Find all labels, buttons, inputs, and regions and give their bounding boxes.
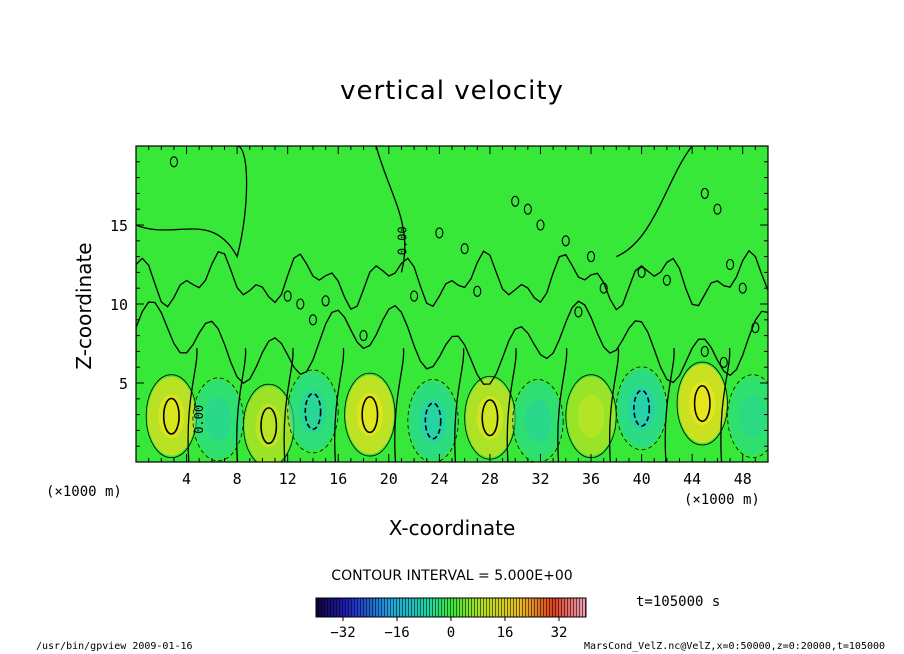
contour-blob-4 [511, 195, 520, 207]
x-tick-label: 48 [734, 470, 752, 488]
contour-blob-20 [359, 330, 368, 342]
contour-blob-17 [296, 298, 305, 310]
y-tick-label: 10 [110, 296, 128, 314]
x-tick-label: 24 [430, 470, 448, 488]
convection-cell-12 [727, 374, 768, 459]
contour-blob-7 [561, 235, 570, 247]
colorbar-tick-label: −32 [330, 625, 355, 641]
time-label: t=105000 s [636, 594, 721, 610]
y-axis-label: Z-coordinate [72, 242, 96, 370]
contour-blob-25 [719, 356, 728, 369]
convection-cell-10 [615, 348, 675, 462]
contour-blob-6 [536, 219, 545, 231]
y-tick-label: 5 [119, 375, 128, 393]
contour-blob-10 [637, 266, 646, 278]
convection-cell-7 [464, 348, 517, 462]
x-tick-label: 12 [279, 470, 297, 488]
colorbar-tick-label: 16 [497, 625, 514, 641]
contour-blob-2 [435, 227, 444, 239]
contour-blob-14 [726, 258, 735, 271]
contour-blob-16 [283, 290, 292, 302]
contour-label: 0.00 [192, 405, 206, 434]
x-unit-label: (×1000 m) [684, 492, 760, 508]
x-tick-label: 28 [481, 470, 499, 488]
contour-blob-15 [738, 282, 747, 294]
contour-blob-19 [321, 295, 330, 307]
convection-cell-6 [407, 348, 465, 462]
x-tick-label: 44 [683, 470, 701, 488]
contour-blob-11 [662, 274, 671, 286]
convection-cell-1 [145, 348, 198, 462]
contour-blob-3 [460, 243, 469, 255]
contour-blob-26 [751, 322, 760, 334]
colorbar-tick-label: 0 [447, 625, 455, 641]
contour-label: 0.00 [395, 226, 409, 255]
contour-blob-13 [713, 203, 722, 215]
contour-blob-12 [700, 187, 709, 199]
contour-blob-23 [574, 306, 583, 318]
footer-right: MarsCond_VelZ.nc@VelZ,x=0:50000,z=0:2000… [584, 641, 886, 652]
contour-blob-22 [473, 285, 482, 297]
colorbar-tick-label: 32 [551, 625, 568, 641]
contour-blob-8 [586, 251, 596, 263]
convection-cell-8 [512, 348, 568, 462]
x-tick-label: 40 [633, 470, 651, 488]
convection-cell-5 [344, 348, 405, 462]
contour-blob-24 [700, 345, 709, 357]
contour-blob-21 [410, 290, 419, 302]
contour-interval-label: CONTOUR INTERVAL = 5.000E+00 [331, 568, 573, 584]
zero-contours: 0.00 0.00 [136, 146, 768, 434]
contour-blob-18 [308, 314, 318, 326]
x-axis-label: X-coordinate [388, 516, 516, 540]
contour-blob-9 [599, 282, 608, 294]
x-tick-label: 32 [531, 470, 549, 488]
x-tick-label: 8 [233, 470, 242, 488]
contour-blob-1 [169, 156, 178, 168]
colorbar-tick-label: −16 [384, 625, 409, 641]
convection-cell-2 [192, 348, 247, 462]
x-tick-label: 36 [582, 470, 600, 488]
convection-cell-11 [676, 348, 731, 462]
y-unit-label: (×1000 m) [46, 484, 122, 500]
x-tick-label: 20 [380, 470, 398, 488]
footer-left: /usr/bin/gpview 2009-01-16 [36, 641, 193, 652]
x-tick-label: 16 [329, 470, 347, 488]
contour-blob-5 [523, 203, 532, 215]
y-tick-label: 15 [110, 217, 128, 235]
x-tick-label: 4 [182, 470, 191, 488]
convection-cell-4 [287, 348, 345, 462]
chart-title: vertical velocity [340, 76, 564, 106]
